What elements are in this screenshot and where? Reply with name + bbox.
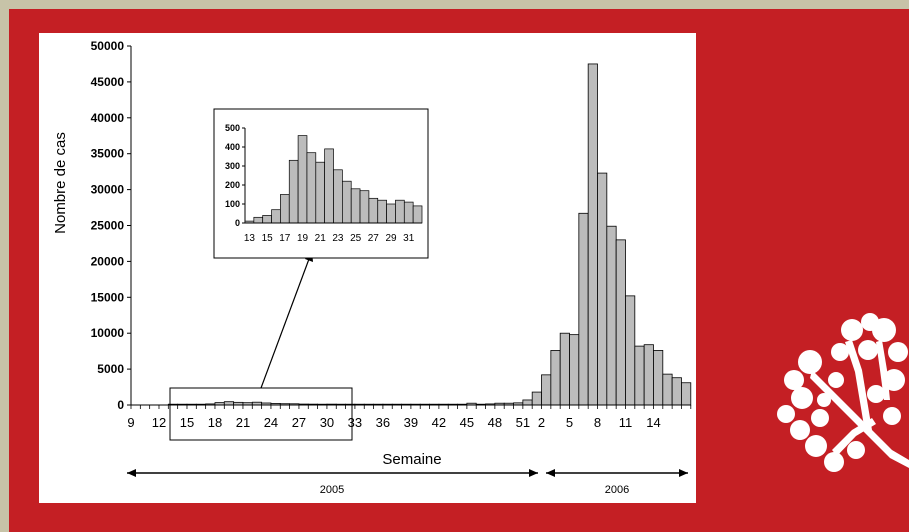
inset-bar bbox=[271, 209, 281, 224]
y-axis-title: Nombre de cas bbox=[52, 132, 69, 234]
inset-bar bbox=[253, 216, 264, 224]
bar bbox=[559, 332, 570, 406]
bar bbox=[625, 295, 636, 406]
bar bbox=[578, 212, 589, 406]
period-label-2005: 2005 bbox=[320, 484, 344, 496]
inset-bar bbox=[333, 169, 343, 224]
bar bbox=[681, 382, 692, 406]
y-tick-label: 15000 bbox=[91, 290, 125, 304]
inset-bar bbox=[280, 194, 290, 224]
period-label-2006: 2006 bbox=[605, 484, 629, 496]
y-tick-label: 50000 bbox=[91, 39, 125, 53]
inset-x-tick-label: 15 bbox=[262, 233, 274, 244]
x-tick-label: 33 bbox=[348, 415, 362, 430]
x-tick-label: 14 bbox=[646, 415, 660, 430]
inset-bar bbox=[342, 180, 352, 224]
bar bbox=[541, 374, 552, 406]
inset-y-tick-label: 500 bbox=[225, 123, 240, 133]
inset-bar bbox=[306, 152, 317, 224]
y-tick-label: 45000 bbox=[91, 75, 125, 89]
inset-bar bbox=[324, 148, 334, 224]
x-tick-label: 8 bbox=[594, 415, 601, 430]
inset-x-tick-label: 25 bbox=[350, 233, 362, 244]
bar bbox=[587, 63, 598, 406]
inset-bar bbox=[395, 199, 405, 224]
x-tick-label: 51 bbox=[516, 415, 530, 430]
x-tick-label: 2 bbox=[538, 415, 545, 430]
inset-y-tick-label: 0 bbox=[235, 218, 240, 228]
y-tick-label: 20000 bbox=[91, 254, 125, 268]
inset-x-tick-label: 27 bbox=[368, 233, 380, 244]
bar bbox=[643, 344, 654, 406]
chart-panel: 0 5000 10000 15000 20000 25000 30000 35000 40000… bbox=[39, 33, 696, 503]
x-tick-label: 5 bbox=[566, 415, 573, 430]
x-tick-label: 11 bbox=[619, 415, 633, 430]
inset-bar bbox=[359, 190, 370, 224]
bar bbox=[550, 350, 561, 406]
bar bbox=[597, 172, 608, 406]
x-tick-label: 21 bbox=[236, 415, 250, 430]
y-tick-label: 30000 bbox=[91, 183, 125, 197]
x-tick-label: 45 bbox=[460, 415, 474, 430]
zoom-pointer-line bbox=[260, 258, 310, 389]
bar bbox=[653, 350, 664, 406]
inset-x-tick-label: 23 bbox=[332, 233, 344, 244]
inset-y-tick-label: 200 bbox=[225, 180, 240, 190]
inset-x-tick-label: 19 bbox=[297, 233, 309, 244]
inset-bar bbox=[297, 135, 308, 224]
x-tick-label: 39 bbox=[404, 415, 418, 430]
x-tick-label: 30 bbox=[320, 415, 334, 430]
y-tick-label: 5000 bbox=[97, 362, 124, 376]
arrow-2005-head-left bbox=[127, 469, 136, 477]
x-tick-label: 36 bbox=[376, 415, 390, 430]
arrow-2006-head-left bbox=[546, 469, 555, 477]
inset-x-tick-label: 29 bbox=[385, 233, 397, 244]
inset-y-tick-label: 400 bbox=[225, 142, 240, 152]
white-tree-branch-icon bbox=[777, 313, 909, 472]
inset-bar bbox=[262, 215, 272, 224]
y-tick-label: 35000 bbox=[91, 147, 125, 161]
inset-x-tick-label: 13 bbox=[244, 233, 256, 244]
inset-bar bbox=[315, 161, 325, 224]
bar bbox=[662, 373, 673, 406]
inset-bar bbox=[350, 188, 361, 224]
x-tick-label: 24 bbox=[264, 415, 278, 430]
inset-x-tick-label: 31 bbox=[403, 233, 415, 244]
y-tick-label: 40000 bbox=[91, 111, 125, 125]
bar bbox=[615, 239, 626, 406]
inset-x-tick-label: 21 bbox=[315, 233, 327, 244]
arrow-2006-head-right bbox=[679, 469, 688, 477]
y-tick-label: 25000 bbox=[91, 219, 125, 233]
y-tick-label: 0 bbox=[117, 398, 124, 412]
inset-y-tick-label: 300 bbox=[225, 161, 240, 171]
x-tick-label: 42 bbox=[432, 415, 446, 430]
x-tick-label: 12 bbox=[152, 415, 166, 430]
bar bbox=[671, 377, 682, 406]
x-tick-label: 18 bbox=[208, 415, 222, 430]
x-tick-label: 48 bbox=[488, 415, 502, 430]
inset-bar bbox=[368, 197, 379, 224]
bar bbox=[569, 334, 580, 406]
inset-bar bbox=[288, 159, 299, 224]
inset-x-tick-label: 17 bbox=[279, 233, 291, 244]
inset-bar bbox=[377, 199, 387, 224]
epidemic-curve-chart: 0500010000150002000025000300003500040000… bbox=[52, 39, 692, 496]
inset-bar bbox=[386, 203, 396, 224]
x-tick-label: 15 bbox=[180, 415, 194, 430]
x-tick-label: 9 bbox=[127, 415, 134, 430]
inset-bar bbox=[412, 205, 423, 224]
bar bbox=[634, 345, 645, 406]
x-axis-title: Semaine bbox=[382, 451, 441, 468]
bar bbox=[522, 399, 533, 406]
inset-bar bbox=[403, 201, 414, 224]
x-tick-label: 27 bbox=[292, 415, 306, 430]
arrow-2005-head-right bbox=[529, 469, 538, 477]
highlight-box bbox=[169, 387, 353, 441]
bar bbox=[531, 391, 542, 406]
y-tick-label: 10000 bbox=[91, 326, 125, 340]
bar bbox=[606, 225, 617, 406]
inset-y-tick-label: 100 bbox=[225, 199, 240, 209]
